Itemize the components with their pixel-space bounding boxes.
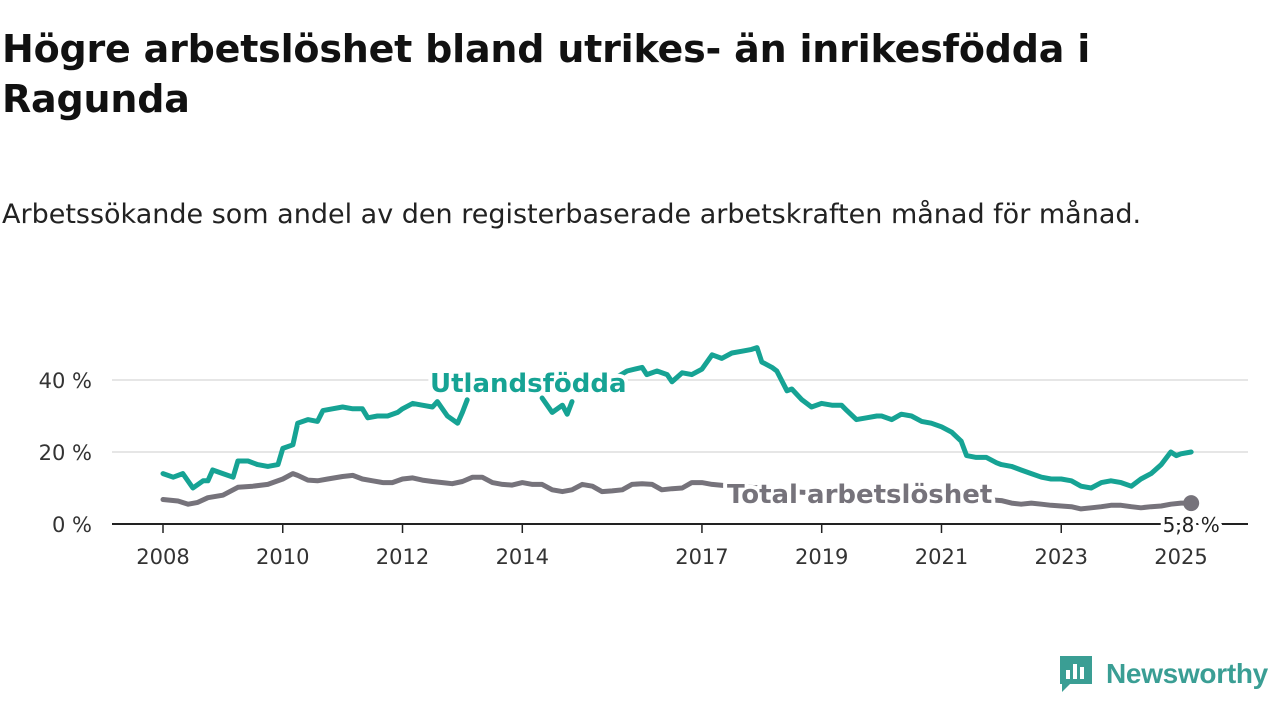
brand-logo: Newsworthy: [1058, 654, 1268, 694]
newsworthy-logo-icon: [1060, 656, 1092, 692]
series-label-utlandsfodda: Utlandsfödda: [430, 369, 627, 399]
end-value-label: 5,8 %: [1163, 513, 1220, 537]
x-axis-ticks: 2008 2010 2012 2014 2017 2019 2021 2023 2025: [136, 524, 1208, 569]
series-lines: [160, 345, 1200, 512]
x-tick-label: 2014: [496, 545, 549, 569]
y-tick-label: 40 %: [39, 369, 92, 393]
x-tick-label: 2012: [376, 545, 429, 569]
y-tick-label: 0 %: [52, 513, 92, 537]
x-tick-label: 2008: [136, 545, 189, 569]
series-labels: Utlandsfödda Total arbetslöshet 5,8 %: [426, 365, 1224, 541]
x-tick-label: 2019: [795, 545, 848, 569]
series-line-utlandsfodda: [160, 345, 1194, 491]
y-tick-label: 20 %: [39, 441, 92, 465]
y-axis-tick-labels: 0 % 20 % 40 %: [39, 369, 92, 537]
x-tick-label: 2021: [915, 545, 968, 569]
x-tick-label: 2010: [256, 545, 309, 569]
gridlines: [112, 379, 1248, 453]
x-tick-label: 2025: [1154, 545, 1207, 569]
series-label-total: Total arbetslöshet: [727, 480, 992, 510]
chart-title: Högre arbetslöshet bland utrikes- än inr…: [2, 27, 1091, 121]
x-tick-label: 2017: [675, 545, 728, 569]
chart-subtitle: Arbetssökande som andel av den registerb…: [2, 199, 1142, 230]
brand-name: Newsworthy: [1106, 658, 1268, 689]
x-tick-label: 2023: [1035, 545, 1088, 569]
end-point-marker: [1183, 495, 1200, 512]
series-line-total: [160, 471, 1194, 512]
